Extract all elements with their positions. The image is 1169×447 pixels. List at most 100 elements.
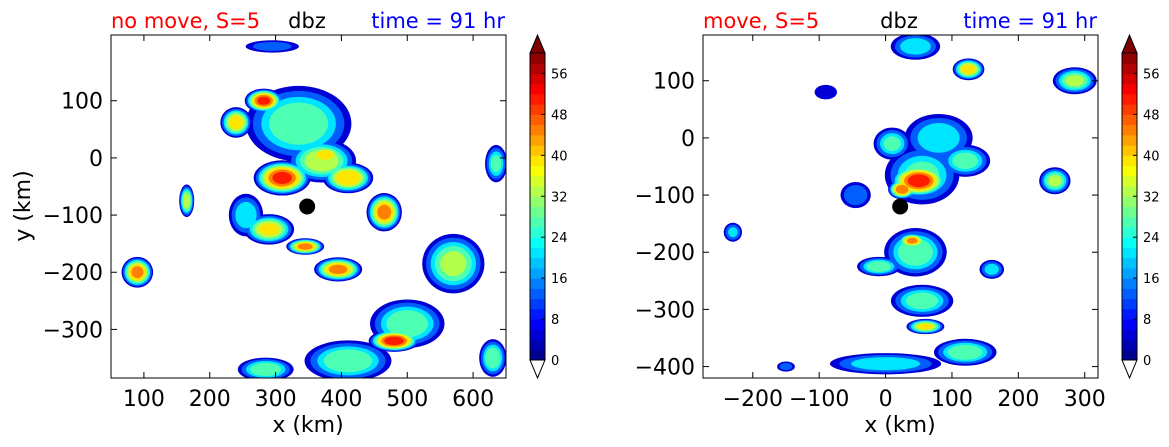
panel-move: move, S=5 dbz time = 91 hr −200 −100 0 100 2… xyxy=(635,9,1160,438)
contour-region xyxy=(328,264,348,275)
contour-region xyxy=(1048,175,1062,187)
contour-region xyxy=(918,323,933,330)
y-tick-label: 0 xyxy=(681,127,695,152)
colorbar-segment xyxy=(1122,175,1137,187)
contour-region xyxy=(814,84,838,100)
x-tick-label: 100 xyxy=(931,387,973,412)
colorbar-segment xyxy=(1122,339,1137,351)
contour-region xyxy=(843,184,868,206)
colorbar-segment xyxy=(530,155,545,167)
colorbar-tick-label: 40 xyxy=(1143,149,1160,164)
colorbar-segment xyxy=(1122,308,1137,320)
colorbar-extend-max xyxy=(529,33,546,54)
panel1-title-center: dbz xyxy=(288,9,326,33)
colorbar-segment xyxy=(530,257,545,269)
colorbar-frame xyxy=(529,52,546,361)
colorbar-segment xyxy=(1122,53,1137,64)
colorbar-segment xyxy=(530,145,545,156)
contour-region xyxy=(485,347,501,369)
x-tick-label: −200 xyxy=(723,387,783,412)
panel1-ylabel: y (km) xyxy=(11,170,36,241)
colorbar-extend-min xyxy=(1121,359,1138,380)
colorbar-segment xyxy=(530,114,545,126)
colorbar-segment xyxy=(1122,114,1137,126)
contour-region xyxy=(952,152,979,170)
panel2-plot-frame xyxy=(702,34,1099,379)
colorbar-segment xyxy=(1122,206,1137,218)
colorbar-tick-label: 16 xyxy=(1143,272,1160,287)
contour-region xyxy=(386,310,429,338)
colorbar-segment xyxy=(530,288,545,300)
colorbar-frame xyxy=(1121,52,1138,361)
panel-no-move: no move, S=5 dbz time = 91 hr 100 200 300 4… xyxy=(11,9,568,438)
contour-region xyxy=(906,237,918,244)
x-tick-label: 200 xyxy=(997,387,1039,412)
x-tick-label: 100 xyxy=(123,387,165,412)
colorbar-segment xyxy=(530,175,545,187)
panel1-storm-center-marker xyxy=(299,198,316,215)
contour-region xyxy=(905,292,939,310)
y-tick-label: −300 xyxy=(635,298,695,323)
contour-region xyxy=(297,243,313,250)
x-tick-label: 400 xyxy=(320,387,362,412)
contour-region xyxy=(728,227,738,238)
y-tick-label: 100 xyxy=(653,70,695,95)
colorbar-segment xyxy=(1122,288,1137,300)
y-tick-label: −100 xyxy=(43,204,103,229)
colorbar-segment xyxy=(1122,73,1137,85)
panel1-contour-field xyxy=(121,40,506,378)
colorbar-tick-label: 16 xyxy=(551,272,568,287)
panel1-colorbar: 0 8 16 24 32 40 48 56 xyxy=(529,33,568,380)
contour-region xyxy=(1065,75,1084,87)
colorbar-segment xyxy=(1122,124,1137,136)
contour-region xyxy=(377,204,392,220)
panel2-xlabel: x (km) xyxy=(864,413,935,438)
colorbar-segment xyxy=(530,319,545,330)
colorbar-tick-label: 24 xyxy=(1143,231,1160,246)
colorbar-segment xyxy=(530,93,545,105)
panel1-axes: 100 200 300 400 500 600 100 0 −100 −200 −300 xyxy=(43,35,506,412)
colorbar-segment xyxy=(530,104,545,115)
contour-region xyxy=(272,171,292,184)
contour-region xyxy=(440,251,467,277)
y-tick-label: 100 xyxy=(61,90,103,115)
contour-region xyxy=(866,261,892,272)
colorbar-segment xyxy=(530,83,545,95)
colorbar-segment xyxy=(1122,83,1137,95)
contour-region xyxy=(183,192,191,209)
contour-region xyxy=(883,136,901,152)
colorbar-segment xyxy=(1122,104,1137,115)
colorbar-tick-label: 8 xyxy=(551,313,559,328)
colorbar-segment xyxy=(530,73,545,85)
colorbar-segment xyxy=(530,226,545,238)
colorbar-tick-label: 56 xyxy=(551,67,568,82)
y-tick-label: 0 xyxy=(89,147,103,172)
contour-region xyxy=(269,102,329,145)
panel2-storm-center-marker xyxy=(892,198,909,215)
colorbar-segment xyxy=(530,267,545,279)
colorbar-segment xyxy=(1122,237,1137,248)
colorbar-segment xyxy=(1122,267,1137,279)
contour-region xyxy=(900,38,931,55)
colorbar-segment xyxy=(530,196,545,207)
colorbar-tick-label: 40 xyxy=(551,149,568,164)
contour-region xyxy=(250,362,282,377)
colorbar-tick-label: 8 xyxy=(1143,313,1151,328)
y-tick-label: −400 xyxy=(635,356,695,381)
colorbar-extend-max xyxy=(1121,33,1138,54)
colorbar-segment xyxy=(1122,145,1137,156)
contour-region xyxy=(252,41,292,51)
colorbar-segment xyxy=(1122,93,1137,105)
contour-region xyxy=(229,115,243,130)
colorbar-segment xyxy=(530,278,545,289)
colorbar-segment xyxy=(1122,134,1137,146)
contour-region xyxy=(907,174,930,188)
colorbar-tick-label: 24 xyxy=(551,231,568,246)
colorbar-segment xyxy=(530,308,545,320)
colorbar-segment xyxy=(1122,319,1137,330)
colorbar-segment xyxy=(1122,278,1137,289)
colorbar-segment xyxy=(530,329,545,341)
colorbar-segment xyxy=(1122,216,1137,228)
colorbar-segment xyxy=(530,165,545,177)
